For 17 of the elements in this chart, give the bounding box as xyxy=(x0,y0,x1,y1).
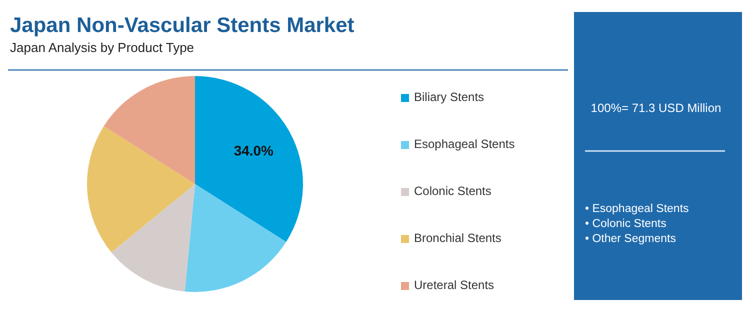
text: • Other Segments xyxy=(585,233,676,245)
legend-label: Colonic Stents xyxy=(414,184,492,198)
legend-label: Ureteral Stents xyxy=(414,278,494,292)
chart-title: Japan Non-Vascular Stents Market xyxy=(10,14,354,37)
data-label: 34.0% xyxy=(234,142,274,158)
legend-label: Esophageal Stents xyxy=(414,137,515,152)
legend-label: Biliary Stents xyxy=(414,90,484,104)
chart-subtitle: Japan Analysis by Product Type xyxy=(10,40,194,55)
pie-slice xyxy=(184,184,286,292)
legend-label: Bronchial Stents xyxy=(414,231,502,246)
pie-slice xyxy=(87,126,195,252)
text: 100%= 71.3 USD Million xyxy=(590,101,722,115)
pie-slice xyxy=(111,184,195,292)
pie-slice xyxy=(195,76,303,242)
pie-slice xyxy=(104,76,195,184)
text: • Colonic Stents xyxy=(585,218,667,230)
text: • Esophageal Stents xyxy=(585,203,690,215)
